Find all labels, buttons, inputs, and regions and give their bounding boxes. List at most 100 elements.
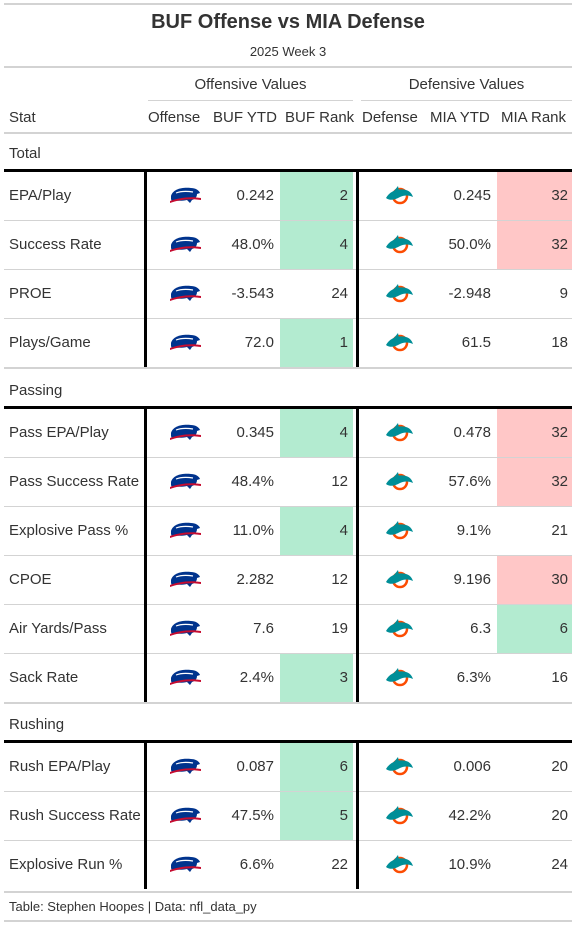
mia-dolphin-logo-icon <box>386 521 413 540</box>
offense-logo <box>168 569 202 594</box>
mia-rank-highlight <box>497 409 572 457</box>
offense-logo <box>168 854 202 879</box>
defense-logo <box>384 756 414 783</box>
buf-rank-highlight <box>280 221 353 269</box>
mia-ytd-value: 0.006 <box>453 758 491 775</box>
defense-column-rule <box>356 406 359 702</box>
bottom-divider <box>4 891 572 893</box>
mia-dolphin-logo-icon <box>386 806 413 825</box>
row-divider <box>4 653 572 654</box>
buf-rank-value: 3 <box>339 669 348 686</box>
column-header-defense: Defense <box>362 109 418 126</box>
buf-ytd-value: 48.4% <box>231 473 274 490</box>
mia-rank-highlight <box>497 556 572 604</box>
stat-label: Pass Success Rate <box>9 473 140 490</box>
mia-dolphin-logo-icon <box>386 284 413 303</box>
buf-bison-logo-icon <box>170 285 201 301</box>
row-divider <box>4 269 572 270</box>
offense-logo <box>168 805 202 830</box>
table-row: Pass EPA/Play 0.345 4 0.478 32 <box>4 409 572 458</box>
table-subtitle: 2025 Week 3 <box>249 44 327 59</box>
mia-dolphin-logo-icon <box>386 570 413 589</box>
group-end-divider <box>4 702 572 704</box>
spanner-underline-defense <box>361 100 572 101</box>
mia-rank-value: 20 <box>551 758 568 775</box>
group-divider <box>4 406 572 409</box>
buf-bison-logo-icon <box>170 334 201 350</box>
stat-label: Plays/Game <box>9 334 91 351</box>
mia-rank-value: 32 <box>551 187 568 204</box>
group-divider <box>4 740 572 743</box>
buf-bison-logo-icon <box>170 236 201 252</box>
table-footer: Table: Stephen Hoopes | Data: nfl_data_p… <box>9 899 257 914</box>
bottom-border <box>4 920 572 922</box>
buf-rank-value: 12 <box>331 473 348 490</box>
defense-logo <box>384 234 414 261</box>
spanner-underline-offense <box>148 100 353 101</box>
offense-logo <box>168 756 202 781</box>
buf-rank-value: 4 <box>339 424 348 441</box>
buf-rank-value: 4 <box>339 236 348 253</box>
offense-logo <box>168 185 202 210</box>
defense-logo <box>384 569 414 596</box>
table-row: Success Rate 48.0% 4 50.0% 32 <box>4 221 572 270</box>
stat-label: EPA/Play <box>9 187 72 204</box>
offense-logo <box>168 283 202 308</box>
buf-rank-value: 6 <box>339 758 348 775</box>
mia-ytd-value: 42.2% <box>448 807 491 824</box>
buf-bison-logo-icon <box>170 473 201 489</box>
mia-dolphin-logo-icon <box>386 668 413 687</box>
header-divider <box>4 132 572 134</box>
mia-ytd-value: 50.0% <box>448 236 491 253</box>
column-header-mia-rank: MIA Rank <box>501 109 567 126</box>
defense-logo <box>384 332 414 359</box>
buf-bison-logo-icon <box>170 758 201 774</box>
mia-dolphin-logo-icon <box>386 333 413 352</box>
mia-dolphin-logo-icon <box>386 423 413 442</box>
offense-logo <box>168 618 202 643</box>
buf-ytd-value: 48.0% <box>231 236 274 253</box>
buf-rank-value: 4 <box>339 522 348 539</box>
buf-rank-highlight <box>280 507 353 555</box>
offense-logo <box>168 332 202 357</box>
buf-rank-highlight <box>280 172 353 220</box>
group-divider <box>4 169 572 172</box>
buf-ytd-value: 0.242 <box>236 187 274 204</box>
top-border <box>4 3 572 5</box>
table-row: PROE -3.543 24 -2.948 9 <box>4 270 572 319</box>
defense-logo <box>384 667 414 694</box>
stat-label: PROE <box>9 285 52 302</box>
buf-rank-value: 24 <box>331 285 348 302</box>
buf-ytd-value: -3.543 <box>231 285 274 302</box>
table-row: CPOE 2.282 12 9.196 30 <box>4 556 572 605</box>
column-header-buf-rank: BUF Rank <box>285 109 355 126</box>
row-divider <box>4 791 572 792</box>
defense-logo <box>384 618 414 645</box>
defense-logo <box>384 854 414 881</box>
table-row: Sack Rate 2.4% 3 6.3% 16 <box>4 654 572 703</box>
column-header-offense: Offense <box>148 109 201 126</box>
stat-label: Air Yards/Pass <box>9 620 107 637</box>
buf-rank-highlight <box>280 792 353 840</box>
mia-ytd-value: 6.3 <box>470 620 491 637</box>
row-divider <box>4 220 572 221</box>
group-label-passing: Passing <box>9 382 63 399</box>
buf-rank-value: 5 <box>339 807 348 824</box>
row-divider <box>4 506 572 507</box>
row-divider <box>4 555 572 556</box>
buf-ytd-value: 2.282 <box>236 571 274 588</box>
mia-rank-highlight <box>497 605 572 653</box>
mia-ytd-value: 0.245 <box>453 187 491 204</box>
offense-logo <box>168 471 202 496</box>
buf-bison-logo-icon <box>170 807 201 823</box>
mia-ytd-value: 6.3% <box>456 669 491 686</box>
mia-rank-value: 18 <box>551 334 568 351</box>
table-row: Rush EPA/Play 0.087 6 0.006 20 <box>4 743 572 792</box>
mia-rank-value: 24 <box>551 856 568 873</box>
mia-rank-value: 6 <box>559 620 568 637</box>
mia-rank-highlight <box>497 172 572 220</box>
defense-column-rule <box>356 169 359 367</box>
buf-ytd-value: 11.0% <box>232 522 274 539</box>
mia-dolphin-logo-icon <box>386 619 413 638</box>
